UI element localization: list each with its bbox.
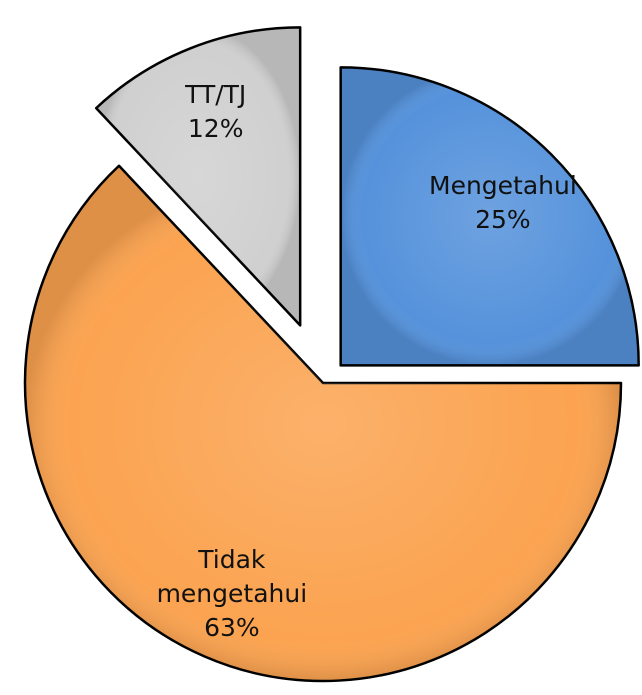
data-label: Mengetahui 25% bbox=[413, 169, 593, 237]
value-label: 25% bbox=[475, 205, 531, 235]
value-label: 63% bbox=[204, 612, 260, 642]
category-label: Tidak mengetahui bbox=[156, 544, 308, 608]
category-label: Mengetahui bbox=[429, 171, 577, 201]
data-label: Tidak mengetahui 63% bbox=[142, 543, 322, 645]
slice-shade bbox=[24, 165, 621, 681]
slice-shade bbox=[340, 67, 639, 366]
data-label: TT/TJ 12% bbox=[126, 78, 306, 146]
slice-shade bbox=[96, 27, 301, 326]
value-label: 12% bbox=[187, 114, 244, 143]
category-label: TT/TJ bbox=[185, 80, 247, 109]
